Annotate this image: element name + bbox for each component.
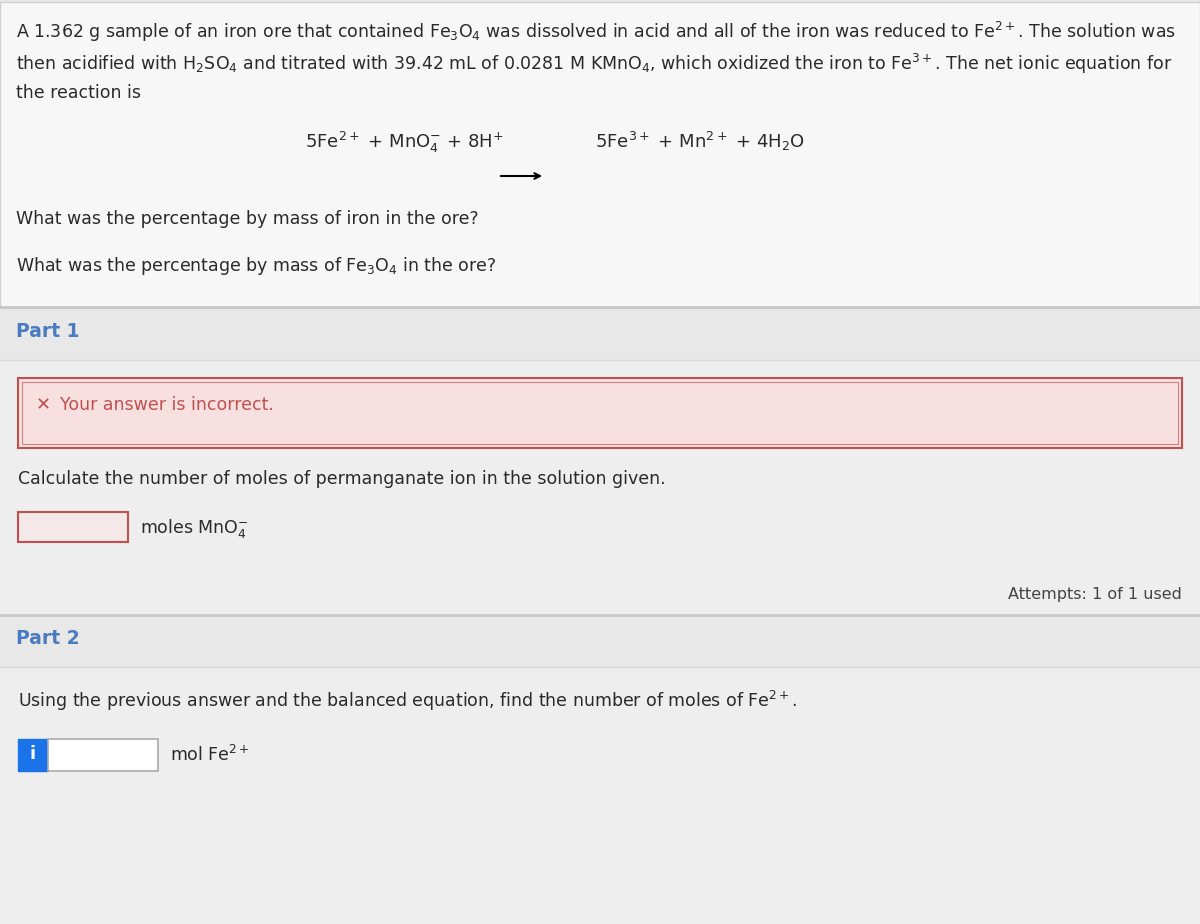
Text: 5Fe$^{2+}$ + MnO$_4^{-}$ + 8H$^{+}$: 5Fe$^{2+}$ + MnO$_4^{-}$ + 8H$^{+}$: [305, 130, 504, 155]
Bar: [0, 360, 1200, 615]
Text: Calculate the number of moles of permanganate ion in the solution given.: Calculate the number of moles of permang…: [18, 470, 666, 488]
Text: Attempts: 1 of 1 used: Attempts: 1 of 1 used: [1008, 587, 1182, 602]
Text: moles MnO$_4^{-}$: moles MnO$_4^{-}$: [140, 517, 248, 540]
Bar: [22, 382, 1178, 444]
Text: then acidified with H$_2$SO$_4$ and titrated with 39.42 mL of 0.0281 M KMnO$_4$,: then acidified with H$_2$SO$_4$ and titr…: [16, 52, 1172, 76]
Bar: [18, 378, 1182, 448]
Text: Part 1: Part 1: [16, 322, 79, 341]
Text: ✕: ✕: [36, 396, 52, 414]
Bar: [0, 667, 1200, 924]
Bar: [0, 310, 1200, 615]
Bar: [18, 512, 128, 542]
Bar: [0, 2, 1200, 307]
Text: i: i: [30, 745, 36, 763]
Text: Using the previous answer and the balanced equation, find the number of moles of: Using the previous answer and the balanc…: [18, 689, 797, 713]
Text: mol Fe$^{2+}$: mol Fe$^{2+}$: [170, 745, 250, 765]
Text: the reaction is: the reaction is: [16, 84, 142, 102]
Bar: [18, 739, 48, 771]
Bar: [48, 739, 158, 771]
Text: Part 2: Part 2: [16, 629, 79, 648]
Text: Your answer is incorrect.: Your answer is incorrect.: [60, 396, 274, 414]
Text: What was the percentage by mass of Fe$_3$O$_4$ in the ore?: What was the percentage by mass of Fe$_3…: [16, 255, 497, 277]
Text: 5Fe$^{3+}$ + Mn$^{2+}$ + 4H$_2$O: 5Fe$^{3+}$ + Mn$^{2+}$ + 4H$_2$O: [595, 130, 805, 153]
Text: What was the percentage by mass of iron in the ore?: What was the percentage by mass of iron …: [16, 210, 479, 228]
Bar: [0, 617, 1200, 924]
Text: A 1.362 g sample of an iron ore that contained Fe$_3$O$_4$ was dissolved in acid: A 1.362 g sample of an iron ore that con…: [16, 20, 1176, 44]
